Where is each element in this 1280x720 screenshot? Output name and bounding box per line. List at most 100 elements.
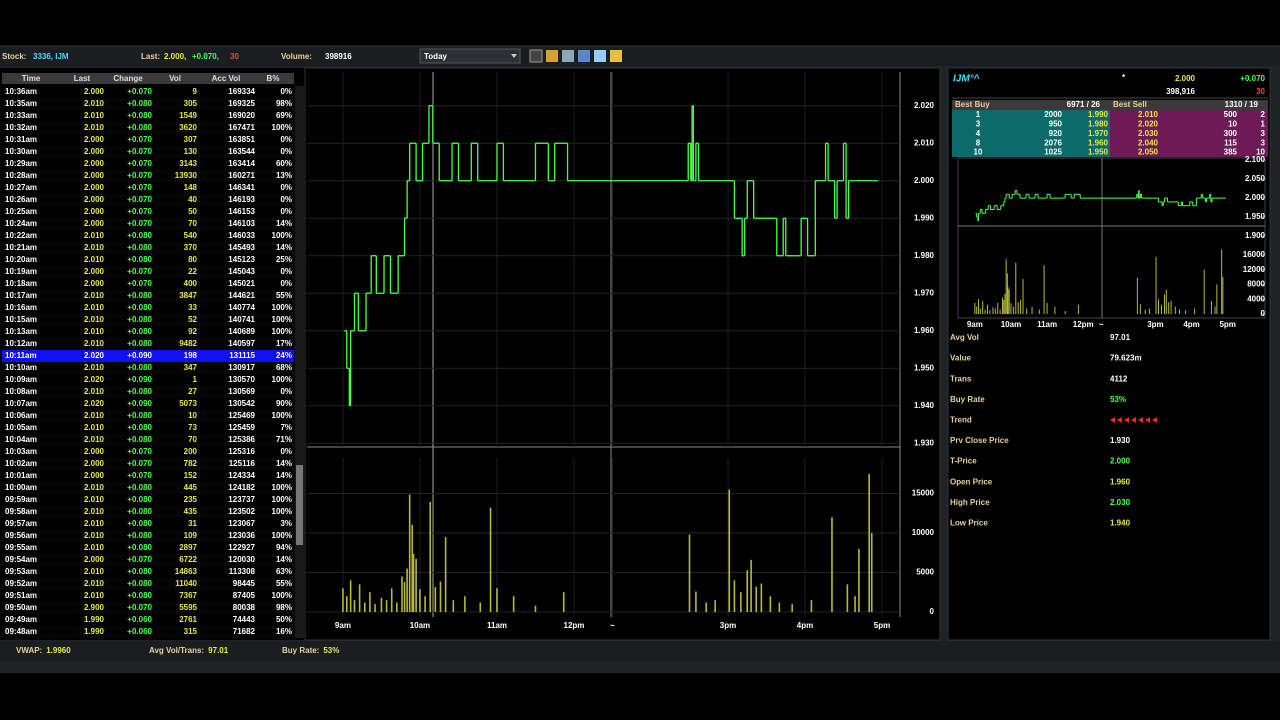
trade-row[interactable] bbox=[2, 518, 294, 530]
trade-row[interactable] bbox=[2, 98, 294, 110]
trade-row[interactable] bbox=[2, 230, 294, 242]
trade-row[interactable] bbox=[2, 434, 294, 446]
trade-row[interactable] bbox=[2, 182, 294, 194]
trade-row[interactable] bbox=[2, 482, 294, 494]
volume-bar bbox=[496, 588, 498, 612]
volume-bar bbox=[989, 310, 991, 314]
trade-row[interactable] bbox=[2, 626, 294, 638]
trade-row[interactable] bbox=[2, 278, 294, 290]
trade-cell: 123067 bbox=[228, 519, 255, 528]
order-book-cell: 1.950 bbox=[1088, 148, 1109, 157]
trade-row[interactable] bbox=[2, 470, 294, 482]
trade-row[interactable] bbox=[2, 446, 294, 458]
trade-row[interactable] bbox=[2, 122, 294, 134]
trade-row[interactable] bbox=[2, 542, 294, 554]
trade-row[interactable] bbox=[2, 338, 294, 350]
trade-cell: 70 bbox=[188, 219, 197, 228]
trade-row[interactable] bbox=[2, 134, 294, 146]
scrollbar-thumb[interactable] bbox=[296, 465, 303, 545]
trade-cell: 2.010 bbox=[84, 111, 105, 120]
trade-row[interactable] bbox=[2, 86, 294, 98]
stat-label: Avg Vol bbox=[950, 333, 979, 342]
volume-bar bbox=[977, 299, 979, 314]
trade-cell: 10:21am bbox=[5, 243, 37, 252]
trade-row[interactable] bbox=[2, 590, 294, 602]
order-book-cell: 1.980 bbox=[1088, 120, 1109, 129]
tool-icon[interactable] bbox=[546, 50, 558, 62]
trade-row[interactable] bbox=[2, 266, 294, 278]
trade-cell: 100% bbox=[272, 483, 292, 492]
volume-bar bbox=[870, 533, 873, 612]
tool-icon[interactable] bbox=[578, 50, 590, 62]
trade-row[interactable] bbox=[2, 602, 294, 614]
trade-row[interactable] bbox=[2, 506, 294, 518]
trade-cell: 10:02am bbox=[5, 459, 37, 468]
trade-row[interactable] bbox=[2, 242, 294, 254]
trade-cell: 123036 bbox=[228, 531, 255, 540]
trade-row[interactable] bbox=[2, 422, 294, 434]
order-book-cell: 1 bbox=[976, 110, 981, 119]
trade-cell: +0.080 bbox=[127, 363, 152, 372]
tool-icon[interactable] bbox=[562, 50, 574, 62]
trade-row[interactable] bbox=[2, 458, 294, 470]
trade-row[interactable] bbox=[2, 206, 294, 218]
trade-row[interactable] bbox=[2, 530, 294, 542]
volume-bar bbox=[408, 494, 411, 612]
trade-cell: 63% bbox=[276, 567, 292, 576]
trade-row[interactable] bbox=[2, 314, 294, 326]
tool-icon[interactable] bbox=[594, 50, 606, 62]
trade-cell: 2.010 bbox=[84, 291, 105, 300]
trade-row[interactable] bbox=[2, 194, 294, 206]
trade-row[interactable] bbox=[2, 494, 294, 506]
trade-row[interactable] bbox=[2, 374, 294, 386]
tool-icon[interactable] bbox=[610, 50, 622, 62]
trade-row[interactable] bbox=[2, 254, 294, 266]
volume-bar bbox=[1022, 279, 1024, 314]
selected-row[interactable] bbox=[2, 350, 294, 362]
volume-bar bbox=[1012, 306, 1014, 314]
trade-cell: 113308 bbox=[229, 567, 256, 576]
trade-cell: 2897 bbox=[179, 543, 197, 552]
trade-row[interactable] bbox=[2, 362, 294, 374]
trade-row[interactable] bbox=[2, 302, 294, 314]
trade-cell: 5073 bbox=[179, 399, 197, 408]
trade-row[interactable] bbox=[2, 614, 294, 626]
trade-cell: 100% bbox=[272, 591, 292, 600]
period-value: Today bbox=[424, 52, 448, 61]
period-dropdown[interactable] bbox=[419, 48, 521, 64]
trade-cell: 98% bbox=[276, 603, 292, 612]
trade-cell: 2.020 bbox=[84, 375, 105, 384]
trade-row[interactable] bbox=[2, 218, 294, 230]
tool-icon[interactable] bbox=[529, 49, 543, 63]
trade-cell: 347 bbox=[184, 363, 198, 372]
trade-row[interactable] bbox=[2, 290, 294, 302]
volume-bar bbox=[429, 501, 432, 612]
trade-row[interactable] bbox=[2, 158, 294, 170]
trade-row[interactable] bbox=[2, 110, 294, 122]
trade-row[interactable] bbox=[2, 326, 294, 338]
volume-bar bbox=[1008, 289, 1010, 314]
trade-row[interactable] bbox=[2, 398, 294, 410]
trade-cell: 0% bbox=[280, 87, 292, 96]
trade-row[interactable] bbox=[2, 554, 294, 566]
trade-cell: +0.090 bbox=[127, 399, 152, 408]
trade-row[interactable] bbox=[2, 386, 294, 398]
trade-row[interactable] bbox=[2, 566, 294, 578]
trade-cell: 100% bbox=[272, 231, 292, 240]
trade-cell: 2.000 bbox=[84, 171, 105, 180]
stat-label: Low Price bbox=[950, 519, 988, 528]
trade-cell: 125116 bbox=[229, 459, 256, 468]
stat-value: 79.623m bbox=[1110, 354, 1142, 363]
trade-row[interactable] bbox=[2, 170, 294, 182]
trade-cell: 14% bbox=[276, 555, 292, 564]
volume-bar bbox=[1031, 306, 1033, 314]
trade-row[interactable] bbox=[2, 146, 294, 158]
trade-cell: 10:30am bbox=[5, 147, 37, 156]
volume-bar bbox=[1010, 303, 1012, 314]
volume-bar bbox=[746, 570, 749, 612]
trade-row[interactable] bbox=[2, 410, 294, 422]
trade-cell: 94% bbox=[276, 543, 292, 552]
trade-row[interactable] bbox=[2, 578, 294, 590]
scrollbar[interactable] bbox=[295, 86, 304, 638]
trade-cell: +0.070 bbox=[127, 135, 152, 144]
